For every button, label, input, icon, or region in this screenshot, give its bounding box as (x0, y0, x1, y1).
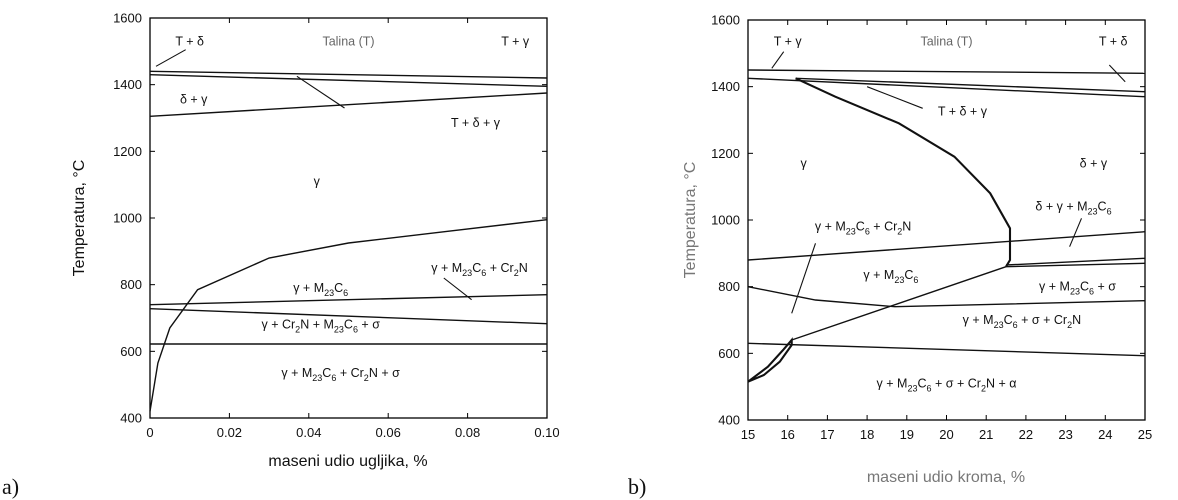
phase-region-label: γ + M23C6 (293, 281, 348, 298)
chart-panel-a: 0 0.02 0.04 0.06 0.08 0.10 400 600 800 1000 1200 14… (2, 11, 560, 500)
y-tick-label: 800 (120, 277, 142, 292)
region-labels-a: T + δ Talina (T) T + γ δ + γ T + δ + γ γ γ + M… (175, 34, 530, 383)
x-tick-label: 0.08 (455, 425, 480, 440)
phase-boundary (795, 77, 1146, 93)
phase-region-label: Talina (T) (322, 34, 374, 48)
panel-letter-b: b) (628, 474, 646, 499)
chart-panel-b: 15 16 17 18 19 20 21 22 23 24 25 400 600 800 1000 1200 1… (628, 13, 1152, 500)
y-tick-label: 1400 (113, 77, 142, 92)
phase-boundary (747, 77, 1146, 98)
phase-region-label: γ + M23C6 (863, 268, 918, 285)
phase-region-label: γ + M23C6 + Cr2N (815, 220, 911, 237)
x-tick-label: 0.04 (296, 425, 321, 440)
y-tick-label: 1400 (711, 79, 740, 94)
phase-boundary (747, 286, 1146, 308)
phase-region-label: γ + M23C6 + σ (1039, 280, 1116, 297)
phase-region-label: T + δ + γ (451, 116, 501, 130)
y-tick-label: 1600 (711, 13, 740, 28)
plot-frame-a (149, 17, 548, 419)
phase-region-label: Talina (T) (920, 35, 972, 49)
x-tick-label: 21 (979, 427, 993, 442)
phase-region-label: T + δ (175, 34, 204, 48)
x-tick-label: 17 (820, 427, 834, 442)
y-tick-label: 1000 (711, 213, 740, 228)
leader-line (296, 75, 345, 109)
leader-line (866, 86, 923, 109)
phase-boundaries-b (747, 69, 1146, 383)
phase-boundary (149, 74, 548, 87)
ticks-b: 15 16 17 18 19 20 21 22 23 24 25 400 600 800 1000 1200 1… (711, 13, 1152, 443)
leader-lines-a (155, 49, 472, 301)
y-tick-label: 800 (718, 279, 740, 294)
phase-boundary (747, 231, 1146, 261)
x-tick-label: 15 (741, 427, 755, 442)
phase-boundary (1005, 257, 1146, 266)
phase-region-label: γ + M23C6 + Cr2N + σ (281, 366, 400, 383)
leader-lines-b (771, 51, 1126, 314)
phase-boundary (791, 266, 1007, 341)
phase-region-label: δ + γ (1080, 156, 1108, 170)
y-axis-label-a: Temperatura, °C (71, 160, 88, 277)
y-tick-label: 1000 (113, 211, 142, 226)
phase-region-label: γ (800, 156, 807, 170)
x-tick-label: 19 (900, 427, 914, 442)
x-axis-label-a: maseni udio ugljika, % (268, 453, 427, 470)
panel-letter-a: a) (2, 474, 19, 499)
x-tick-label: 24 (1098, 427, 1112, 442)
y-tick-label: 400 (718, 413, 740, 428)
y-tick-label: 400 (120, 411, 142, 426)
phase-boundary (149, 308, 548, 325)
x-tick-label: 0.10 (534, 425, 559, 440)
x-tick-label: 0.06 (376, 425, 401, 440)
phase-boundary-curve (747, 337, 793, 383)
phase-boundary (149, 70, 548, 79)
x-tick-label: 18 (860, 427, 874, 442)
phase-region-label: T + γ (501, 34, 530, 48)
leader-line (771, 51, 785, 69)
phase-region-label: δ + γ (180, 93, 208, 107)
y-tick-label: 1600 (113, 11, 142, 26)
leader-line (155, 49, 186, 67)
y-tick-label: 1200 (113, 144, 142, 159)
phase-boundary (1005, 262, 1146, 268)
x-tick-label: 25 (1138, 427, 1152, 442)
ticks-a: 0 0.02 0.04 0.06 0.08 0.10 400 600 800 1000 1200 14… (113, 11, 560, 441)
x-tick-label: 16 (780, 427, 794, 442)
leader-line (443, 277, 472, 301)
y-tick-label: 600 (718, 346, 740, 361)
leader-line (1108, 64, 1126, 83)
phase-region-label: γ + Cr2N + M23C6 + σ (261, 318, 380, 335)
leader-line (1069, 218, 1083, 247)
phase-boundary-curve (795, 77, 1012, 268)
phase-boundary (149, 219, 548, 412)
x-tick-label: 23 (1058, 427, 1072, 442)
phase-boundaries-a (149, 70, 548, 412)
region-labels-b: T + γ Talina (T) T + δ T + δ + γ γ δ + γ δ + γ… (774, 35, 1128, 394)
phase-region-label: γ + M23C6 + Cr2N (431, 261, 527, 278)
x-tick-label: 22 (1019, 427, 1033, 442)
x-axis-label-b: maseni udio kroma, % (867, 469, 1025, 486)
phase-boundary (149, 294, 548, 306)
leader-line (791, 243, 817, 314)
y-tick-label: 1200 (711, 146, 740, 161)
phase-region-label: T + δ (1099, 35, 1128, 49)
phase-region-label: δ + γ + M23C6 (1035, 200, 1111, 217)
phase-boundary (747, 342, 1146, 357)
phase-region-label: γ + M23C6 + σ + Cr2N + α (877, 376, 1017, 393)
phase-region-label: γ (314, 174, 321, 188)
phase-region-label: T + δ + γ (938, 105, 988, 119)
phase-region-label: T + γ (774, 35, 803, 49)
phase-boundary (149, 92, 548, 117)
y-tick-label: 600 (120, 344, 142, 359)
plot-frame-b (747, 19, 1146, 421)
x-tick-label: 20 (939, 427, 953, 442)
y-axis-label-b: Temperatura, °C (682, 162, 699, 279)
phase-region-label: γ + M23C6 + σ + Cr2N (963, 313, 1081, 330)
x-tick-label: 0.02 (217, 425, 242, 440)
x-tick-label: 0 (146, 425, 153, 440)
phase-boundary (747, 69, 1146, 74)
